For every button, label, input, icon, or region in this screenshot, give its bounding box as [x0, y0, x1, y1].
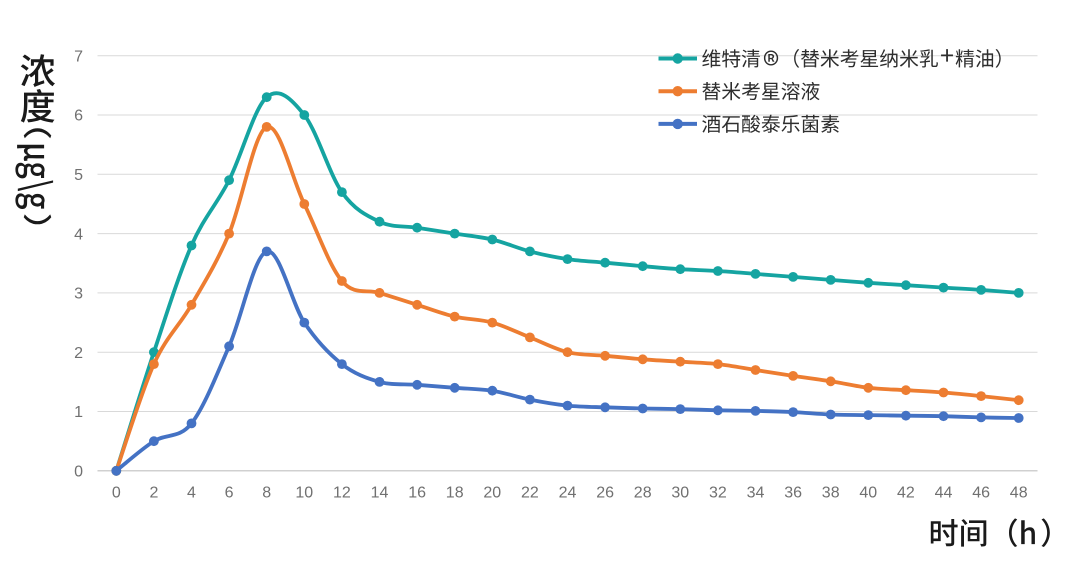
- svg-text:14: 14: [371, 485, 389, 502]
- svg-text:2: 2: [74, 345, 83, 362]
- svg-text:10: 10: [295, 485, 313, 502]
- svg-text:1: 1: [74, 404, 83, 421]
- svg-text:7: 7: [74, 48, 83, 65]
- svg-text:48: 48: [1010, 485, 1028, 502]
- svg-text:5: 5: [74, 167, 83, 184]
- svg-text:40: 40: [859, 485, 877, 502]
- svg-text:26: 26: [596, 485, 614, 502]
- svg-text:0: 0: [74, 464, 83, 481]
- svg-text:36: 36: [784, 485, 802, 502]
- svg-text:42: 42: [897, 485, 915, 502]
- svg-text:34: 34: [747, 485, 765, 502]
- svg-text:6: 6: [225, 485, 234, 502]
- svg-text:38: 38: [822, 485, 840, 502]
- svg-text:6: 6: [74, 108, 83, 125]
- svg-text:44: 44: [935, 485, 953, 502]
- svg-text:18: 18: [446, 485, 464, 502]
- svg-text:30: 30: [671, 485, 689, 502]
- svg-text:28: 28: [634, 485, 652, 502]
- svg-text:2: 2: [149, 485, 158, 502]
- svg-text:4: 4: [187, 485, 196, 502]
- svg-text:4: 4: [74, 226, 83, 243]
- svg-text:20: 20: [483, 485, 501, 502]
- svg-text:32: 32: [709, 485, 727, 502]
- svg-text:3: 3: [74, 286, 83, 303]
- svg-text:12: 12: [333, 485, 351, 502]
- svg-text:46: 46: [972, 485, 990, 502]
- svg-text:22: 22: [521, 485, 539, 502]
- svg-text:24: 24: [559, 485, 577, 502]
- svg-text:16: 16: [408, 485, 426, 502]
- svg-text:0: 0: [112, 485, 121, 502]
- svg-text:8: 8: [262, 485, 271, 502]
